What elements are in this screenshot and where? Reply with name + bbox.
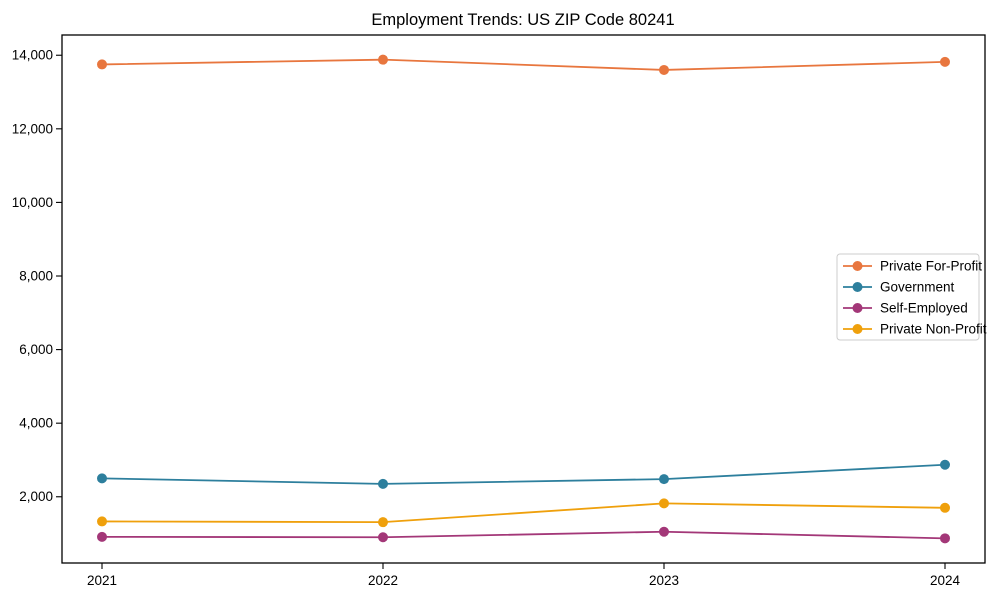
data-point-marker (659, 64, 669, 75)
x-tick-label: 2022 (368, 573, 398, 588)
data-point-marker (378, 517, 388, 528)
y-tick-label: 10,000 (12, 195, 53, 210)
y-tick-label: 8,000 (19, 268, 53, 283)
y-tick-label: 6,000 (19, 342, 53, 357)
legend-label: Self-Employed (880, 300, 968, 315)
y-axis: 2,000 4,000 6,000 8,000 10,000 12,000 14,000 (12, 48, 62, 504)
data-point-marker (97, 59, 107, 70)
y-tick-label: 2,000 (19, 489, 53, 504)
legend-marker-icon (852, 324, 863, 334)
data-point-marker (378, 478, 388, 489)
data-point-marker (940, 502, 950, 513)
y-tick-label: 4,000 (19, 416, 53, 431)
data-point-marker (940, 56, 950, 67)
data-point-marker (378, 54, 388, 65)
legend: Private For-Profit Government Self-Employe… (836, 253, 987, 341)
data-point-marker (97, 516, 107, 527)
series-line (101, 530, 946, 540)
data-point-marker (659, 526, 669, 537)
data-point-marker (940, 459, 950, 470)
x-axis: 2021 2022 2023 2024 (87, 563, 961, 588)
data-point-marker (940, 533, 950, 544)
legend-label: Private For-Profit (880, 258, 982, 273)
plot-border (61, 34, 986, 564)
chart-title: Employment Trends: US ZIP Code 80241 (371, 11, 674, 29)
legend-marker-icon (852, 282, 863, 292)
y-tick-label: 14,000 (12, 48, 53, 63)
series-line (101, 502, 946, 524)
x-tick-label: 2021 (87, 573, 117, 588)
data-point-marker (659, 498, 669, 509)
legend-label: Private Non-Profit (880, 321, 987, 336)
data-point-marker (97, 473, 107, 484)
series-lines (97, 54, 950, 544)
x-tick-label: 2024 (930, 573, 961, 588)
legend-marker-icon (852, 303, 863, 313)
series-line (101, 58, 946, 71)
x-tick-label: 2023 (649, 573, 679, 588)
data-point-marker (97, 531, 107, 542)
data-point-marker (659, 474, 669, 485)
legend-label: Government (880, 279, 955, 294)
series-line (101, 463, 946, 485)
data-point-marker (378, 532, 388, 543)
plot-frame (61, 34, 986, 564)
legend-box (836, 253, 980, 341)
legend-marker-icon (852, 261, 863, 271)
y-tick-label: 12,000 (12, 121, 53, 136)
